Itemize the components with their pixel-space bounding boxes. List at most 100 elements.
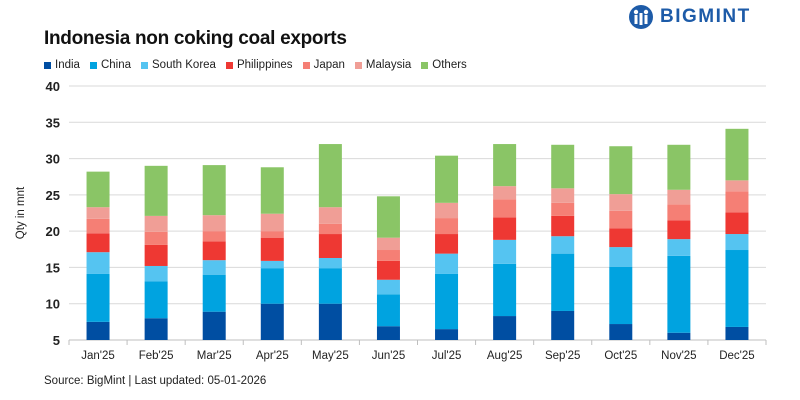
legend-swatch [141,61,148,69]
bigmint-logo-icon [629,5,653,29]
bar-segment-china [725,250,749,327]
bar-segment-india [435,329,459,340]
bar-segment-malaysia [376,237,400,251]
bar-segment-south-korea [667,239,691,256]
bar-segment-japan [260,231,284,238]
x-tick-label: Apr'25 [256,350,289,362]
bar-segment-philippines [202,241,226,261]
y-tick-label: 30 [46,152,60,167]
legend-label: Japan [313,59,345,71]
bar-segment-china [493,263,517,317]
bar-segment-malaysia [551,188,575,203]
bar-segment-japan [725,191,749,213]
bar-segment-philippines [86,233,110,253]
bar-segment-malaysia [725,180,749,192]
bar-segment-china [202,274,226,312]
bar-segment-india [202,311,226,340]
bar-segment-south-korea [725,234,749,251]
bar-segment-china [551,253,575,311]
bar-segment-malaysia [202,215,226,232]
bar-segment-malaysia [435,202,459,219]
bar-segment-others [376,196,400,238]
x-tick-label: Feb'25 [139,350,174,362]
bar-segment-china [260,268,284,304]
bar-segment-others [260,167,284,214]
bar-segment-others [202,165,226,216]
bar-segment-others [144,165,168,216]
bar-segment-japan [667,204,691,221]
bar-segment-south-korea [86,252,110,274]
x-tick-label: Dec'25 [719,350,754,362]
bar-segment-china [144,281,168,319]
bar-segment-south-korea [318,257,342,269]
bar-segment-japan [435,218,459,235]
legend-swatch [302,61,310,69]
legend-item: China [89,59,131,71]
legend-item: Others [421,59,467,71]
bar-segment-china [667,255,691,333]
x-tick-label: May'25 [312,350,349,362]
bar-segment-india [86,321,110,340]
legend-item: South Korea [141,59,216,71]
bar-segment-philippines [667,220,691,240]
brand-name: BIGMINT [660,6,751,27]
bar-segment-others [493,144,517,187]
legend-item: Japan [302,59,345,71]
bar-segment-others [725,128,749,181]
legend-swatch [89,61,97,69]
chart-title: Indonesia non coking coal exports [44,28,347,49]
bar-segment-malaysia [318,207,342,224]
bar-segment-others [667,144,691,190]
bar-segment-philippines [725,212,749,235]
bar-segment-malaysia [260,213,284,232]
legend-label: China [100,59,131,71]
bar-segment-japan [376,250,400,261]
bar-segment-philippines [551,215,575,237]
bar-segment-india [144,318,168,340]
bar-segment-others [435,155,459,203]
x-tick-label: Jan'25 [81,350,115,362]
bar-segment-japan [144,231,168,245]
legend-swatch [354,61,362,69]
bar-segment-india [318,303,342,340]
bar-segment-japan [318,223,342,235]
x-tick-label: Aug'25 [487,350,522,362]
bar-segment-philippines [144,244,168,266]
bar-segment-japan [551,202,575,216]
y-tick-label: 25 [46,188,60,203]
bar-segment-others [318,144,342,208]
legend-item: Malaysia [354,59,411,71]
bar-segment-india [260,303,284,340]
bar-segment-india [493,316,517,340]
bar-segment-china [318,268,342,304]
bar-segment-china [609,266,633,325]
bar-segment-others [609,146,633,195]
legend-swatch [44,61,51,69]
bar-segment-south-korea [551,236,575,254]
bar-segment-japan [493,199,517,218]
x-tick-label: Jun'25 [372,350,406,362]
y-tick-label: 35 [46,115,60,130]
source-note: Source: BigMint | Last updated: 05-01-20… [44,375,267,387]
bar-segment-china [435,273,459,330]
legend-item: Philippines [225,59,293,71]
bar-segment-south-korea [144,265,168,282]
y-tick-label: 10 [46,297,60,312]
legend-label: India [55,59,80,71]
bar-segment-others [86,171,110,208]
bar-segment-india [609,324,633,340]
bar-segment-china [86,273,110,322]
y-axis-label: Qty in mnt [15,186,27,239]
bar-segment-south-korea [435,253,459,274]
legend-swatch [225,61,233,69]
bar-segment-south-korea [493,239,517,264]
legend-label: Others [432,59,467,71]
x-tick-label: Jul'25 [432,350,462,362]
x-tick-label: Mar'25 [197,350,232,362]
bar-segment-south-korea [260,260,284,269]
bar-segment-malaysia [667,189,691,205]
bar-segment-philippines [493,217,517,240]
bar-segment-japan [86,218,110,234]
bar-segment-malaysia [609,194,633,211]
